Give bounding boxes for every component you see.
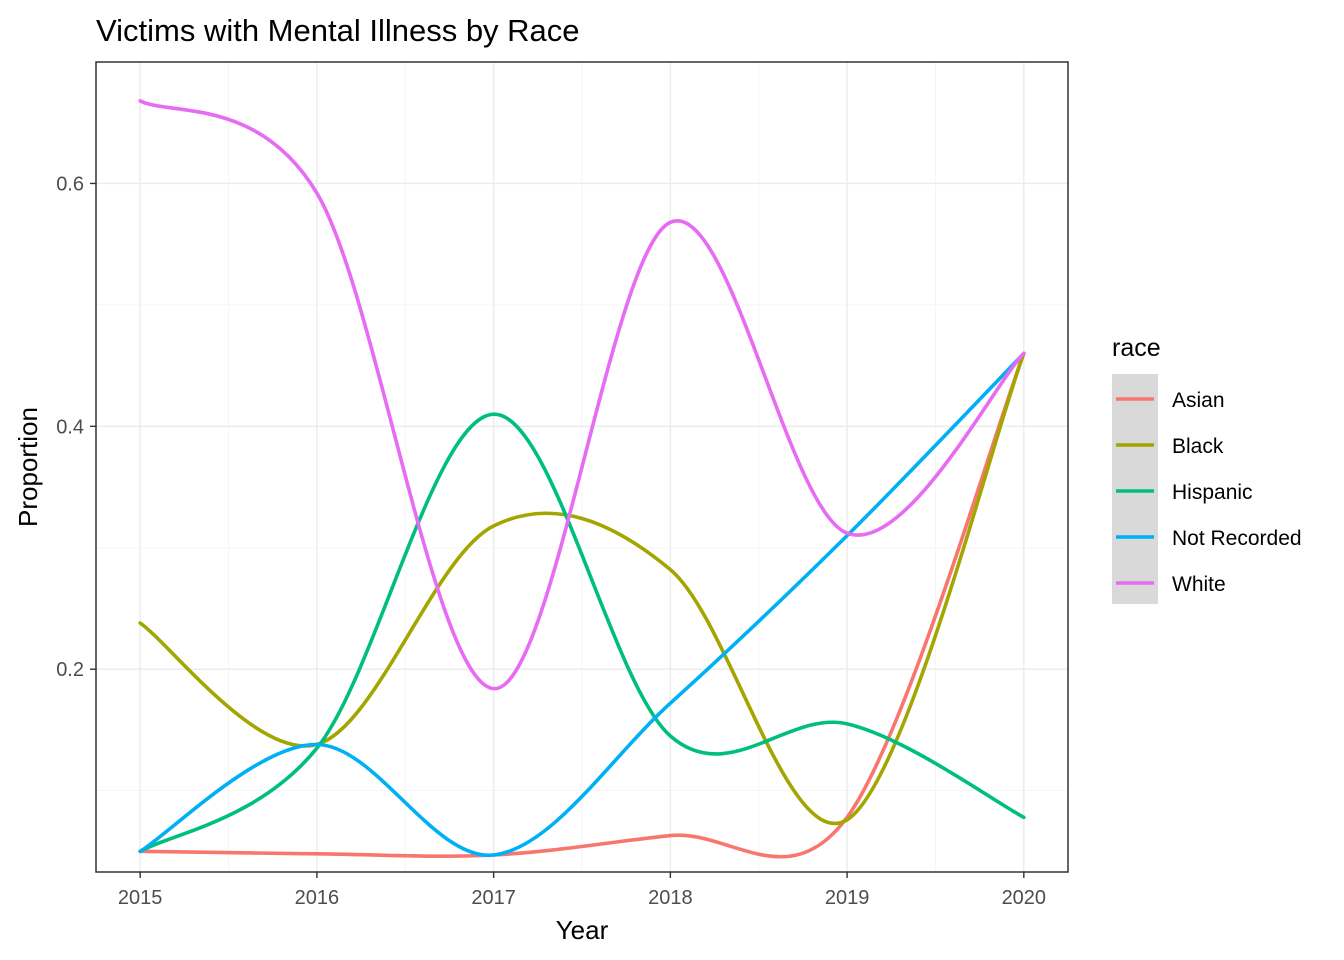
series-line-not-recorded: [138, 351, 1026, 857]
x-axis-title: Year: [556, 915, 609, 945]
legend-title: race: [1112, 334, 1161, 362]
grid: [96, 62, 1068, 872]
legend-label-white: White: [1172, 573, 1226, 596]
series-group: [138, 99, 1026, 859]
legend-key-background: [1112, 374, 1158, 604]
y-tick-label: 0.4: [56, 416, 84, 438]
series-line-hispanic: [138, 412, 1026, 854]
legend-label-not-recorded: Not Recorded: [1172, 527, 1302, 550]
x-tick-label: 2020: [1002, 887, 1047, 909]
legend-items: Asian Black Hispanic Not Recorded White: [1116, 389, 1302, 596]
x-tick-label: 2016: [295, 887, 340, 909]
series-line-asian: [138, 351, 1026, 859]
legend: race Asian Black Hispanic Not Recorded White: [1112, 334, 1302, 604]
series-line-white: [138, 99, 1026, 691]
y-axis-title: Proportion: [13, 407, 43, 527]
y-axis: 0.2 0.4 0.6: [56, 173, 96, 681]
x-tick-label: 2015: [118, 887, 163, 909]
chart-title: Victims with Mental Illness by Race: [96, 13, 580, 48]
x-axis: 2015 2016 2017 2018 2019 2020: [118, 872, 1046, 909]
x-tick-label: 2019: [825, 887, 870, 909]
plot-panel-border: [95, 61, 1069, 873]
legend-label-black: Black: [1172, 435, 1224, 458]
y-tick-label: 0.6: [56, 173, 84, 195]
y-tick-label: 0.2: [56, 659, 84, 681]
x-tick-label: 2017: [471, 887, 516, 909]
legend-label-asian: Asian: [1172, 389, 1225, 412]
x-tick-label: 2018: [648, 887, 693, 909]
legend-label-hispanic: Hispanic: [1172, 481, 1253, 504]
